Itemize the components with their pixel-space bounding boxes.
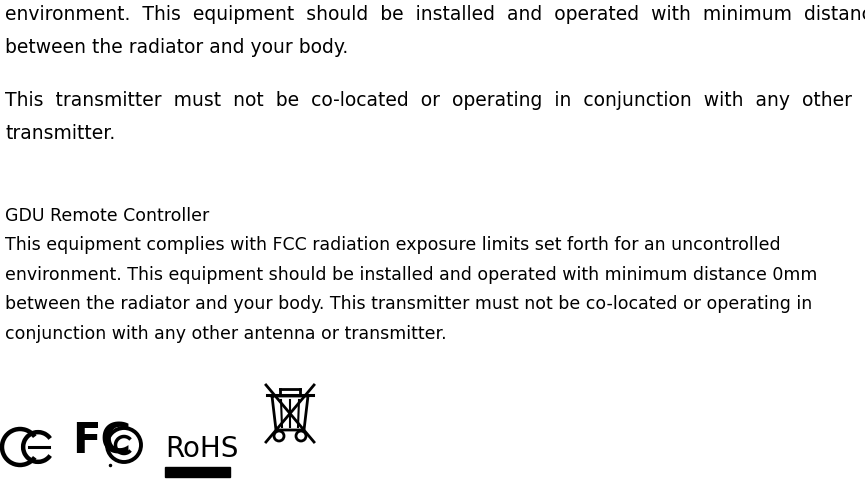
Text: RoHS: RoHS	[165, 435, 239, 463]
Text: transmitter.: transmitter.	[5, 124, 115, 143]
Text: between the radiator and your body.: between the radiator and your body.	[5, 38, 349, 57]
Text: environment. This equipment should be installed and operated with minimum distan: environment. This equipment should be in…	[5, 266, 817, 284]
Text: This equipment complies with FCC radiation exposure limits set forth for an unco: This equipment complies with FCC radiati…	[5, 236, 780, 254]
Text: GDU Remote Controller: GDU Remote Controller	[5, 207, 209, 225]
Text: FC: FC	[72, 421, 131, 463]
Text: environment.  This  equipment  should  be  installed  and  operated  with  minim: environment. This equipment should be in…	[5, 5, 865, 24]
Text: This  transmitter  must  not  be  co-located  or  operating  in  conjunction  wi: This transmitter must not be co-located …	[5, 91, 865, 110]
Text: between the radiator and your body. This transmitter must not be co-located or o: between the radiator and your body. This…	[5, 295, 812, 313]
Text: conjunction with any other antenna or transmitter.: conjunction with any other antenna or tr…	[5, 325, 446, 343]
Bar	[165, 467, 230, 477]
